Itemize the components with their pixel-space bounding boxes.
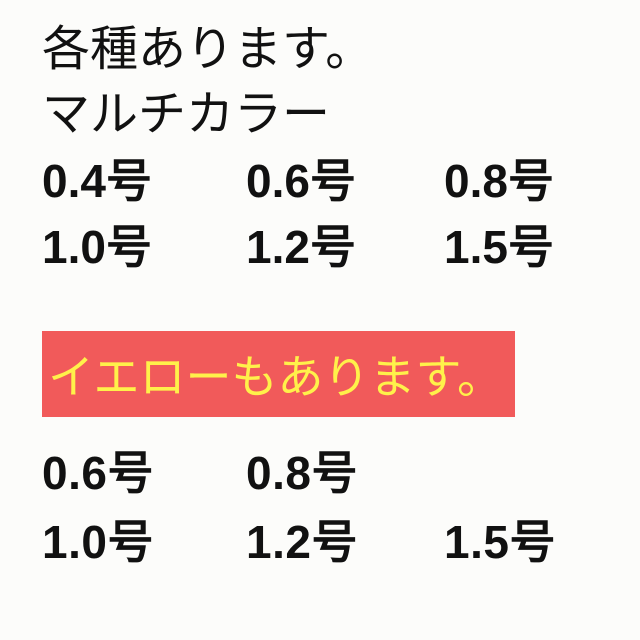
size-cell: 1.2号 [246,508,444,577]
multi-size-row-2: 1.0号 1.2号 1.5号 [42,214,640,281]
size-cell: 1.0号 [42,508,246,577]
yellow-size-row-2: 1.0号 1.2号 1.5号 [42,508,640,577]
size-cell: 0.8号 [246,439,444,508]
size-cell: 1.5号 [444,214,554,281]
size-cell: 0.8号 [444,148,554,215]
size-cell: 1.2号 [246,214,444,281]
yellow-banner: イエローもあります。 [42,331,515,417]
size-cell: 1.0号 [42,214,246,281]
header-line-1: 各種あります。 [42,18,640,83]
yellow-size-row-1: 0.6号 0.8号 [42,439,640,508]
size-cell: 0.6号 [42,439,246,508]
size-cell: 0.6号 [246,148,444,215]
size-cell: 1.5号 [444,508,556,577]
multi-size-row-1: 0.4号 0.6号 0.8号 [42,148,640,215]
header-line-2: マルチカラー [42,83,640,148]
size-cell: 0.4号 [42,148,246,215]
